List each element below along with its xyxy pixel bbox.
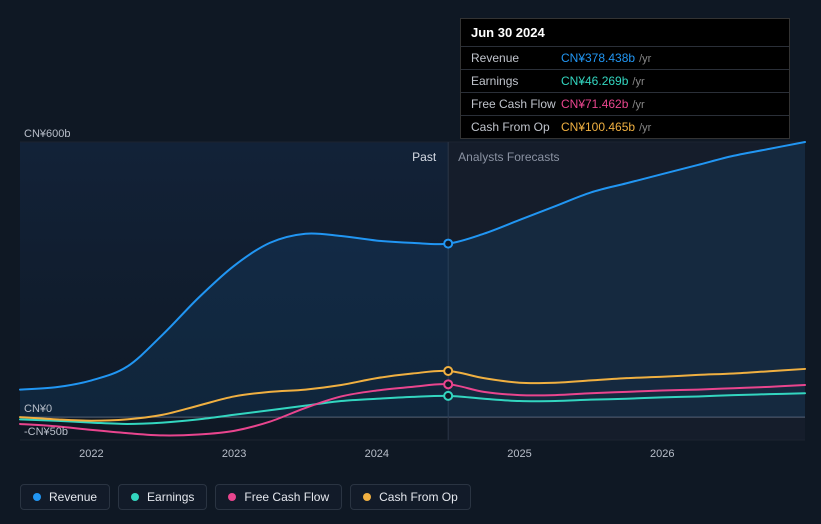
x-tick-label: 2022 (79, 448, 103, 460)
legend-item[interactable]: Cash From Op (350, 484, 471, 510)
tooltip-value: CN¥100.465b (561, 120, 635, 134)
legend-dot-icon (363, 493, 371, 501)
tooltip-label: Revenue (471, 51, 561, 65)
tooltip-value: CN¥71.462b (561, 97, 628, 111)
y-tick-label: CN¥600b (24, 128, 70, 140)
legend-dot-icon (33, 493, 41, 501)
legend-dot-icon (131, 493, 139, 501)
legend-label: Free Cash Flow (244, 490, 329, 504)
past-section-label: Past (412, 150, 436, 164)
legend-label: Cash From Op (379, 490, 458, 504)
forecast-section-label: Analysts Forecasts (458, 150, 559, 164)
tooltip-value: CN¥378.438b (561, 51, 635, 65)
x-tick-label: 2024 (365, 448, 389, 460)
x-tick-label: 2026 (650, 448, 674, 460)
tooltip-row: Cash From OpCN¥100.465b/yr (461, 116, 789, 138)
tooltip-unit: /yr (639, 122, 651, 134)
tooltip-unit: /yr (632, 76, 644, 88)
tooltip-label: Earnings (471, 74, 561, 88)
y-tick-label: -CN¥50b (24, 426, 68, 438)
legend-item[interactable]: Earnings (118, 484, 207, 510)
x-tick-label: 2025 (507, 448, 531, 460)
legend-label: Earnings (147, 490, 194, 504)
tooltip-unit: /yr (639, 53, 651, 65)
legend-label: Revenue (49, 490, 97, 504)
tooltip-label: Free Cash Flow (471, 97, 561, 111)
chart-legend: Revenue Earnings Free Cash Flow Cash From O… (20, 484, 471, 510)
tooltip-row: Free Cash FlowCN¥71.462b/yr (461, 93, 789, 116)
tooltip-unit: /yr (632, 99, 644, 111)
legend-item[interactable]: Revenue (20, 484, 110, 510)
tooltip-row: RevenueCN¥378.438b/yr (461, 47, 789, 70)
tooltip-row: EarningsCN¥46.269b/yr (461, 70, 789, 93)
tooltip-value: CN¥46.269b (561, 74, 628, 88)
y-tick-label: CN¥0 (24, 403, 52, 415)
data-tooltip: Jun 30 2024 RevenueCN¥378.438b/yrEarning… (460, 18, 790, 139)
tooltip-header: Jun 30 2024 (461, 19, 789, 47)
tooltip-label: Cash From Op (471, 120, 561, 134)
x-tick-label: 2023 (222, 448, 246, 460)
legend-item[interactable]: Free Cash Flow (215, 484, 342, 510)
legend-dot-icon (228, 493, 236, 501)
financials-chart: CN¥600bCN¥0-CN¥50b 20222023202420252026 … (0, 0, 821, 524)
